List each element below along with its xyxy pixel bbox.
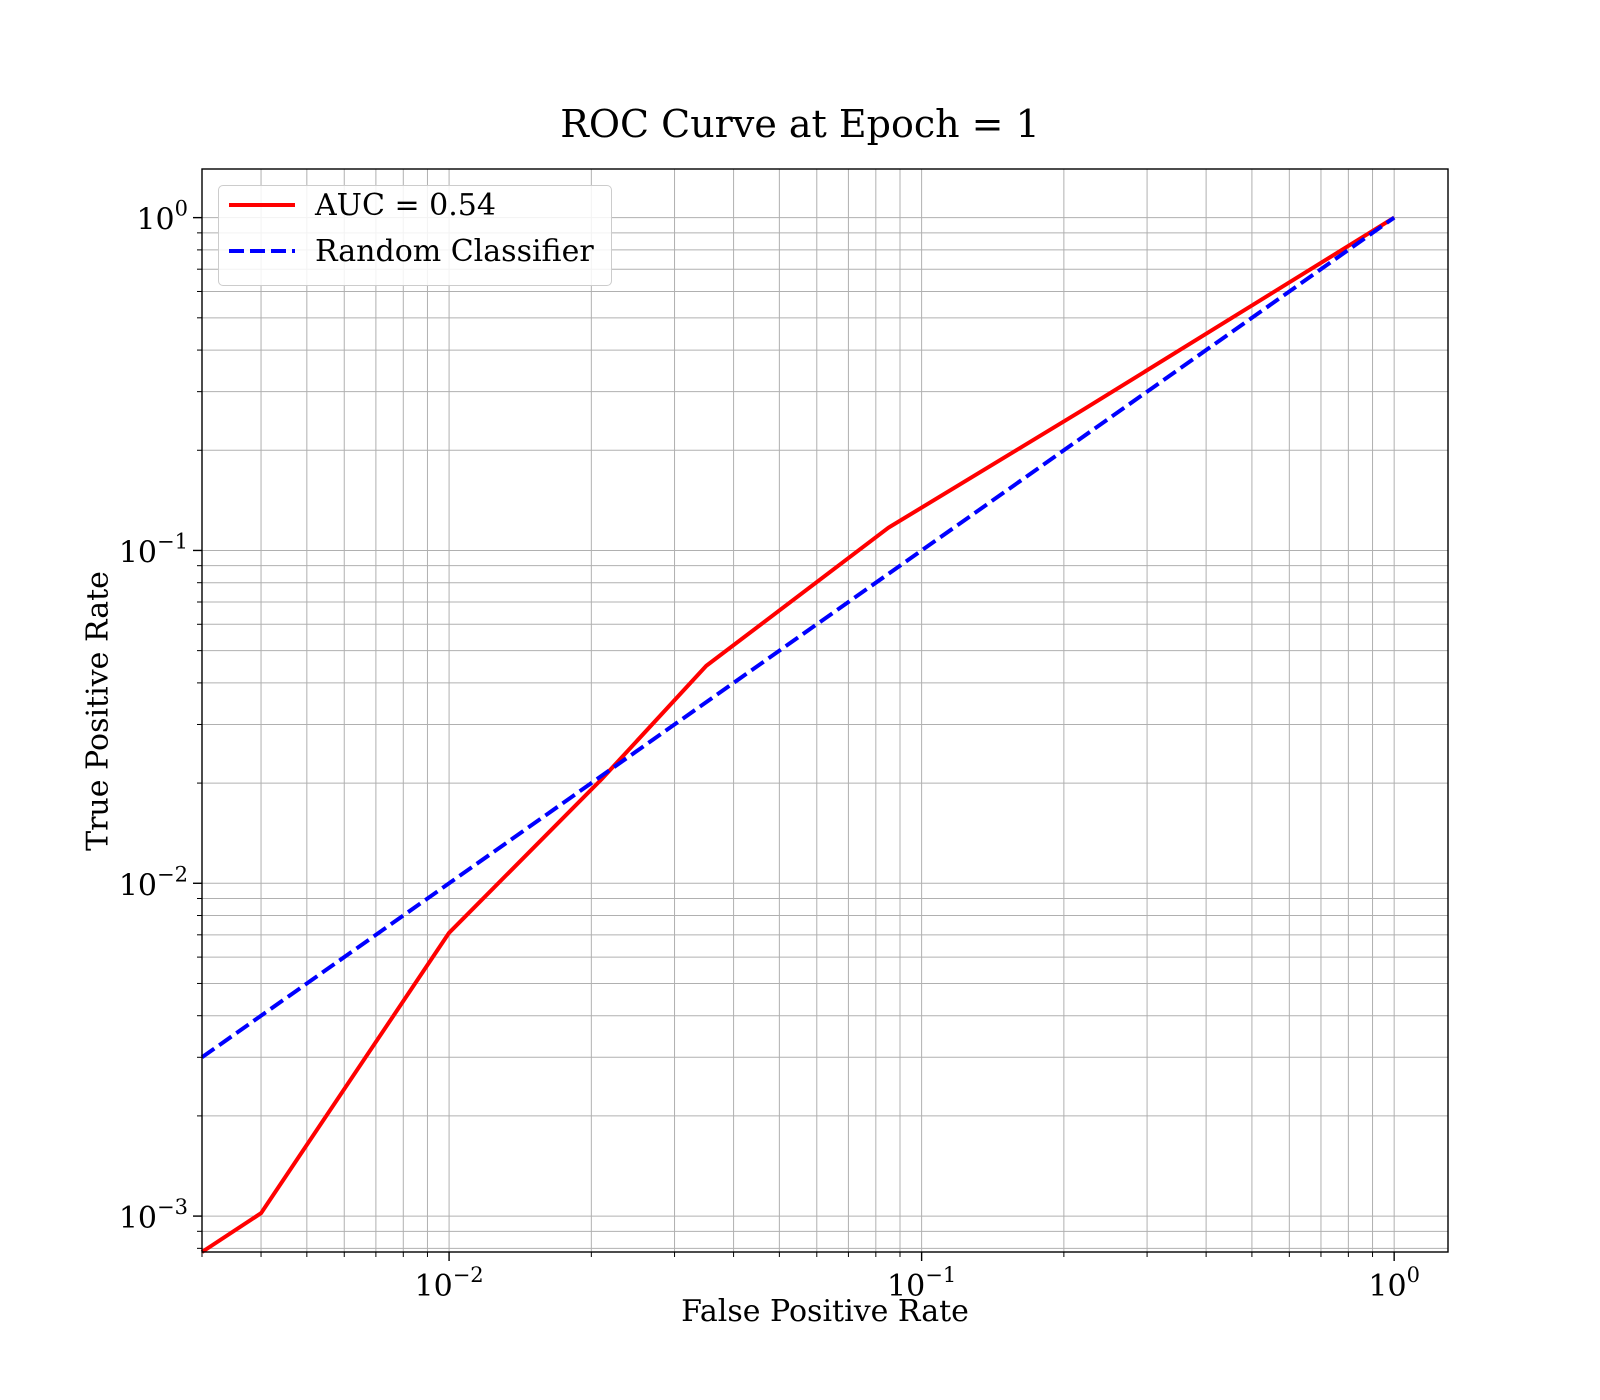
series-line-auc <box>200 215 1396 1254</box>
x-axis-label: False Positive Rate <box>681 1294 969 1329</box>
chart-title: ROC Curve at Epoch = 1 <box>560 102 1040 146</box>
legend-item-random: Random Classifier <box>219 232 611 272</box>
y-tick-label: 10−3 <box>119 1195 188 1236</box>
y-tick-label: 10−2 <box>119 862 188 903</box>
y-tick-label: 10−1 <box>119 529 188 570</box>
legend-swatch-auc <box>229 203 295 207</box>
x-tick-label: 10−2 <box>415 1263 484 1304</box>
legend-swatch-random <box>229 249 295 253</box>
legend-label-random: Random Classifier <box>315 234 594 269</box>
legend-label-auc: AUC = 0.54 <box>315 188 496 223</box>
plot-frame <box>201 168 1449 1253</box>
series-line-random <box>200 215 1396 1059</box>
x-tick-label: 100 <box>1368 1263 1420 1304</box>
legend-item-auc: AUC = 0.54 <box>219 186 611 226</box>
y-axis-label: True Positive Rate <box>80 571 116 851</box>
legend: AUC = 0.54 Random Classifier <box>218 185 612 286</box>
y-tick-label: 100 <box>136 197 188 238</box>
x-tick-label: 10−1 <box>887 1263 956 1304</box>
